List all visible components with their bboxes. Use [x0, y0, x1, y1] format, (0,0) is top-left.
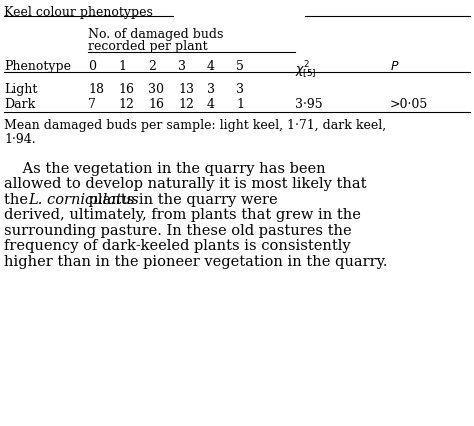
Text: 3: 3: [178, 60, 186, 73]
Text: 16: 16: [118, 83, 134, 96]
Text: allowed to develop naturally it is most likely that: allowed to develop naturally it is most …: [4, 177, 366, 191]
Text: As the vegetation in the quarry has been: As the vegetation in the quarry has been: [4, 161, 326, 176]
Text: 0: 0: [88, 60, 96, 73]
Text: frequency of dark-keeled plants is consistently: frequency of dark-keeled plants is consi…: [4, 239, 351, 253]
Text: surrounding pasture. In these old pastures the: surrounding pasture. In these old pastur…: [4, 224, 352, 237]
Text: 18: 18: [88, 83, 104, 96]
Text: Keel colour phenotypes: Keel colour phenotypes: [4, 6, 153, 19]
Text: Dark: Dark: [4, 98, 35, 111]
Text: 16: 16: [148, 98, 164, 111]
Text: 5: 5: [236, 60, 244, 73]
Text: 1·94.: 1·94.: [4, 132, 36, 146]
Text: higher than in the pioneer vegetation in the quarry.: higher than in the pioneer vegetation in…: [4, 254, 388, 268]
Text: plants in the quarry were: plants in the quarry were: [84, 193, 278, 207]
Text: 7: 7: [88, 98, 96, 111]
Text: 2: 2: [148, 60, 156, 73]
Text: 3: 3: [207, 83, 215, 96]
Text: the: the: [4, 193, 33, 207]
Text: $P$: $P$: [390, 60, 400, 73]
Text: 1: 1: [236, 98, 244, 111]
Text: 12: 12: [178, 98, 194, 111]
Text: 4: 4: [207, 98, 215, 111]
Text: 12: 12: [118, 98, 134, 111]
Text: 30: 30: [148, 83, 164, 96]
Text: 1: 1: [118, 60, 126, 73]
Text: L. corniculatus: L. corniculatus: [28, 193, 139, 207]
Text: 3: 3: [236, 83, 244, 96]
Text: 4: 4: [207, 60, 215, 73]
Text: recorded per plant: recorded per plant: [88, 40, 208, 53]
Text: 3·95: 3·95: [295, 98, 323, 111]
Text: Light: Light: [4, 83, 37, 96]
Text: $\chi^2_{[5]}$: $\chi^2_{[5]}$: [295, 60, 317, 81]
Text: Phenotype: Phenotype: [4, 60, 71, 73]
Text: Mean damaged buds per sample: light keel, 1·71, dark keel,: Mean damaged buds per sample: light keel…: [4, 119, 386, 132]
Text: 13: 13: [178, 83, 194, 96]
Text: derived, ultimately, from plants that grew in the: derived, ultimately, from plants that gr…: [4, 208, 361, 222]
Text: No. of damaged buds: No. of damaged buds: [88, 28, 223, 41]
Text: >0·05: >0·05: [390, 98, 428, 111]
